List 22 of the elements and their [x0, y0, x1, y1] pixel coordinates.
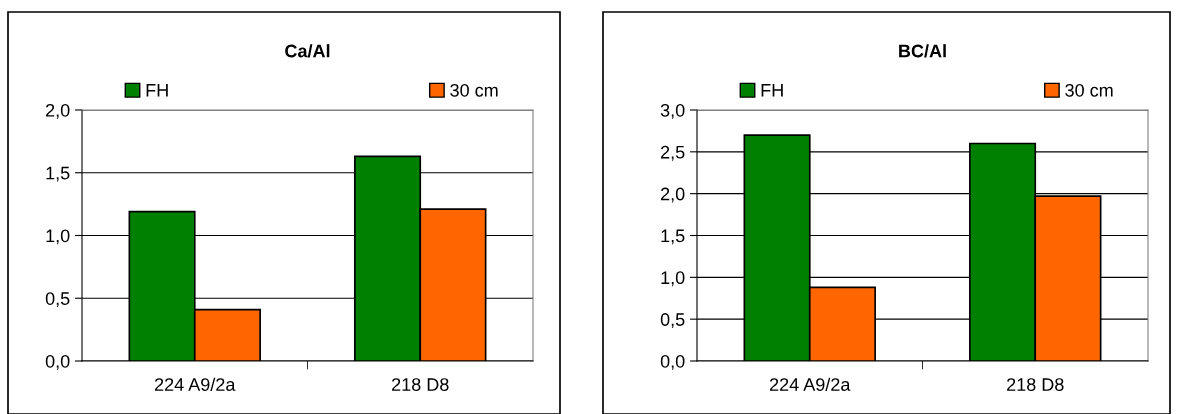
- chart-title: BC/Al: [899, 44, 946, 58]
- y-tick-label: 0,5: [660, 313, 685, 329]
- x-tick-label: 218 D8: [392, 378, 449, 391]
- y-tick-label: 1,0: [46, 229, 70, 245]
- y-tick-label: 0,5: [45, 292, 70, 308]
- chart-title: Ca/Al: [285, 44, 330, 58]
- x-tick-label: 218 D8: [1007, 378, 1064, 391]
- y-tick-label: 0,0: [45, 354, 70, 370]
- y-tick-label: 3,0: [660, 103, 685, 119]
- y-tick-label: 2,5: [661, 145, 685, 161]
- legend-label: 30 cm: [1065, 83, 1113, 97]
- y-tick-label: 1,5: [46, 166, 70, 182]
- y-tick-label: 1,0: [661, 271, 685, 287]
- legend-label: FH: [761, 84, 783, 97]
- y-tick-label: 1,5: [661, 229, 685, 245]
- x-tick-label: 224 A9/2a: [770, 377, 851, 391]
- y-tick-label: 0,0: [660, 354, 685, 370]
- y-tick-label: 2,0: [46, 103, 70, 119]
- legend-label: FH: [146, 84, 168, 97]
- y-tick-label: 2,0: [661, 187, 685, 203]
- legend-label: 30 cm: [450, 83, 498, 97]
- x-tick-label: 224 A9/2a: [155, 377, 236, 391]
